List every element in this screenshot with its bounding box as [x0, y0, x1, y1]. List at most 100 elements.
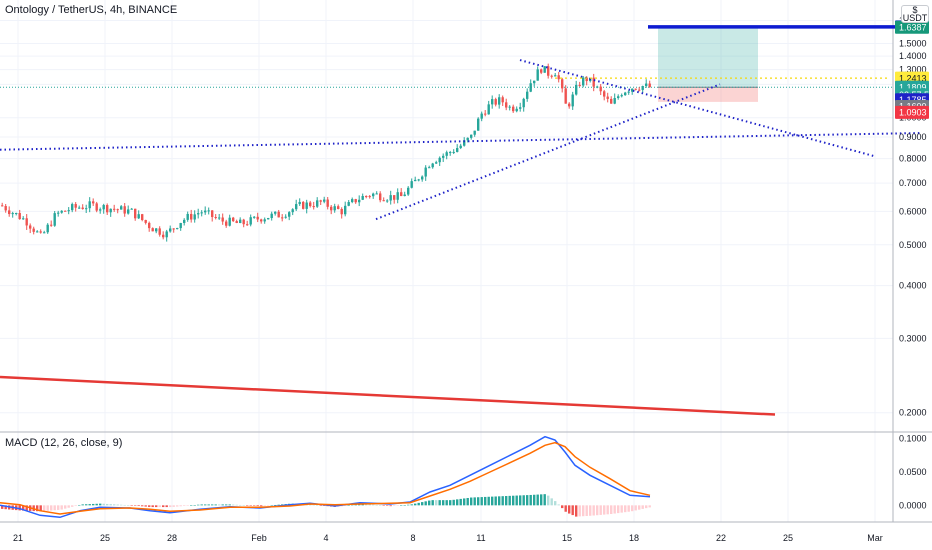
macd-histogram-bar — [627, 505, 630, 512]
candle-body — [109, 208, 112, 213]
macd-histogram-bar — [253, 505, 256, 506]
candle-body — [592, 77, 595, 87]
macd-title: MACD (12, 26, close, 9) — [5, 437, 123, 449]
price-tick-label: 0.4000 — [899, 281, 927, 291]
candle-body — [270, 213, 273, 219]
candle-body — [505, 102, 508, 108]
macd-histogram-bar — [372, 504, 375, 506]
macd-histogram-bar — [431, 500, 434, 506]
candle-body — [193, 214, 196, 220]
macd-histogram-bar — [550, 498, 553, 506]
macd-histogram-bar — [232, 504, 235, 506]
macd-histogram-bar — [393, 505, 396, 506]
macd-histogram-bar — [99, 503, 102, 506]
candle-body — [134, 208, 137, 219]
macd-histogram-bar — [102, 503, 105, 506]
time-tick-label: Feb — [251, 533, 267, 543]
macd-histogram-bar — [540, 494, 543, 506]
macd-histogram-bar — [634, 505, 637, 511]
macd-histogram-bar — [186, 505, 189, 506]
macd-tick-label: 0.1000 — [899, 434, 927, 444]
candle-body — [571, 94, 574, 107]
candle-body — [498, 97, 501, 105]
price-tick-label: 0.6000 — [899, 206, 927, 216]
candle-body — [242, 219, 245, 225]
candle-body — [1, 205, 4, 207]
chart-title: Ontology / TetherUS, 4h, BINANCE — [5, 4, 178, 16]
candle-body — [137, 214, 140, 219]
candle-body — [183, 219, 186, 223]
macd-histogram-bar — [445, 500, 448, 506]
time-tick-label: 8 — [410, 533, 415, 543]
candle-body — [291, 209, 294, 213]
macd-histogram-bar — [162, 505, 165, 508]
time-tick-label: 22 — [716, 533, 726, 543]
macd-histogram-bar — [134, 505, 137, 506]
macd-histogram-bar — [218, 504, 221, 506]
macd-histogram-bar — [151, 505, 154, 508]
candle-body — [473, 130, 476, 135]
macd-histogram-bar — [449, 500, 452, 506]
candle-body — [361, 196, 364, 200]
candle-body — [78, 207, 81, 209]
candle-body — [389, 195, 392, 201]
macd-histogram-bar — [494, 496, 497, 506]
candle-body — [463, 140, 466, 146]
macd-histogram-bar — [277, 504, 280, 506]
candle-body — [309, 202, 312, 207]
macd-histogram-bar — [386, 505, 389, 506]
price-tick-label: 1.3000 — [899, 65, 927, 75]
candle-body — [519, 107, 522, 109]
candle-body — [67, 210, 70, 212]
candle-body — [543, 66, 546, 73]
candle-body — [638, 89, 641, 91]
macd-histogram-bar — [396, 505, 399, 506]
candle-body — [634, 88, 637, 90]
macd-histogram-bar — [239, 504, 242, 506]
macd-histogram-bar — [204, 504, 207, 506]
candle-body — [64, 210, 67, 212]
candle-body — [57, 212, 60, 214]
candle-body — [277, 211, 280, 218]
macd-histogram-bar — [228, 504, 231, 506]
candle-body — [232, 217, 235, 222]
candle-body — [249, 217, 252, 225]
candle-body — [102, 205, 105, 210]
macd-histogram-bar — [88, 504, 91, 506]
candle-body — [424, 167, 427, 177]
candle-body — [235, 221, 238, 224]
candle-body — [557, 75, 560, 80]
macd-histogram-bar — [484, 496, 487, 506]
macd-histogram-bar — [389, 505, 392, 507]
time-tick-label: 18 — [629, 533, 639, 543]
candle-body — [88, 201, 91, 209]
macd-histogram-bar — [487, 496, 490, 506]
candle-body — [197, 213, 200, 215]
candle-body — [624, 92, 627, 96]
time-tick-label: 11 — [476, 533, 485, 543]
candle-body — [414, 179, 417, 182]
macd-histogram-bar — [57, 505, 60, 510]
candle-body — [610, 98, 613, 104]
time-tick-label: 4 — [323, 533, 328, 543]
candle-body — [449, 152, 452, 154]
candle-body — [113, 208, 116, 210]
macd-histogram-bar — [557, 504, 560, 506]
candle-body — [288, 212, 291, 217]
candle-body — [526, 91, 529, 99]
macd-histogram-bar — [424, 501, 427, 506]
macd-histogram-bar — [246, 505, 249, 506]
candle-body — [470, 134, 473, 138]
currency-selector[interactable]: $ USDT — [901, 5, 929, 23]
price-tag-label: 1.1809 — [899, 82, 927, 92]
price-tag-label: 1.2413 — [899, 73, 927, 83]
candle-body — [319, 200, 322, 202]
macd-histogram-bar — [410, 504, 413, 506]
candle-body — [190, 213, 193, 220]
macd-histogram-bar — [477, 497, 480, 506]
trendline-horizontal-support — [0, 132, 921, 151]
macd-histogram-bar — [543, 494, 546, 506]
candle-body — [603, 91, 606, 97]
macd-histogram-bar — [144, 505, 147, 507]
